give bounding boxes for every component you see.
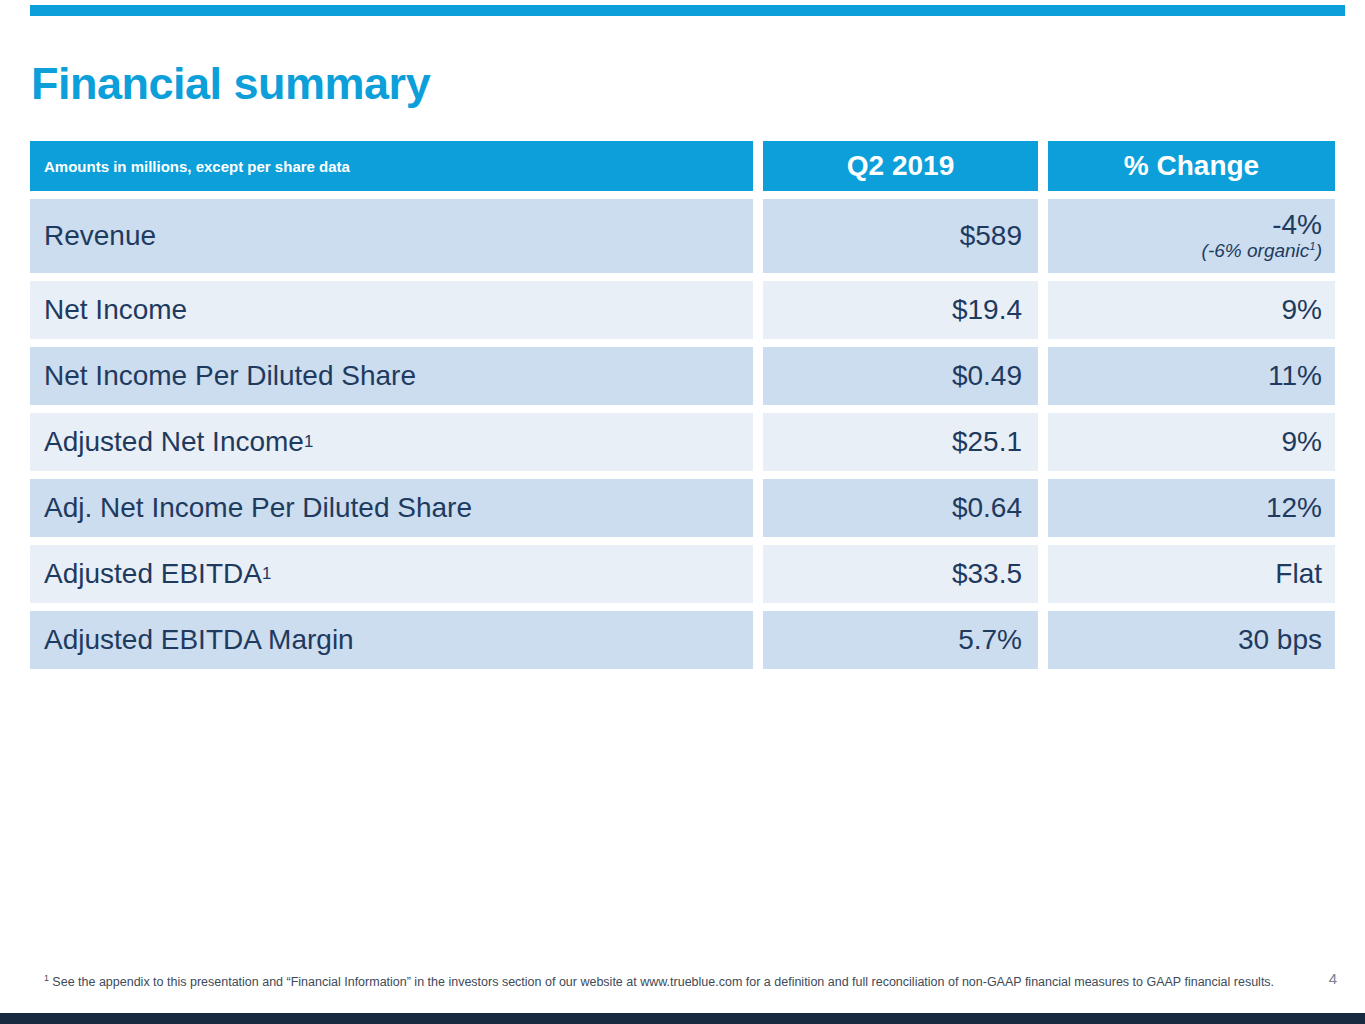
- row-label: Net Income: [30, 281, 753, 339]
- row-label: Adjusted EBITDA1: [30, 545, 753, 603]
- change-note: (-6% organic1): [1202, 240, 1322, 262]
- table-row-adjusted-net-income: Adjusted Net Income1 $25.1 9%: [30, 413, 1335, 471]
- row-value: $19.4: [763, 281, 1038, 339]
- column-header-q2-2019: Q2 2019: [763, 141, 1038, 191]
- row-change: -4% (-6% organic1): [1048, 199, 1335, 273]
- row-value: $0.49: [763, 347, 1038, 405]
- row-change: 9%: [1048, 413, 1335, 471]
- table-row-adj-net-income-per-diluted-share: Adj. Net Income Per Diluted Share $0.64 …: [30, 479, 1335, 537]
- row-change: 9%: [1048, 281, 1335, 339]
- row-change: 30 bps: [1048, 611, 1335, 669]
- footnote: 1 See the appendix to this presentation …: [44, 975, 1294, 989]
- table-row-revenue: Revenue $589 -4% (-6% organic1): [30, 199, 1335, 273]
- row-value: 5.7%: [763, 611, 1038, 669]
- column-header-percent-change: % Change: [1048, 141, 1335, 191]
- table-row-net-income-per-diluted-share: Net Income Per Diluted Share $0.49 11%: [30, 347, 1335, 405]
- row-value: $589: [763, 199, 1038, 273]
- table-row-net-income: Net Income $19.4 9%: [30, 281, 1335, 339]
- slide: Financial summary Amounts in millions, e…: [0, 0, 1365, 1024]
- table-caption: Amounts in millions, except per share da…: [30, 141, 753, 191]
- footnote-text: See the appendix to this presentation an…: [49, 975, 1274, 989]
- row-label: Revenue: [30, 199, 753, 273]
- bottom-footer-bar: [0, 1013, 1365, 1024]
- table-row-adjusted-ebitda: Adjusted EBITDA1 $33.5 Flat: [30, 545, 1335, 603]
- row-value: $0.64: [763, 479, 1038, 537]
- row-change: 12%: [1048, 479, 1335, 537]
- row-label: Adjusted EBITDA Margin: [30, 611, 753, 669]
- table-header-row: Amounts in millions, except per share da…: [30, 141, 1335, 191]
- row-change: Flat: [1048, 545, 1335, 603]
- row-value: $33.5: [763, 545, 1038, 603]
- row-label: Adjusted Net Income1: [30, 413, 753, 471]
- table-row-adjusted-ebitda-margin: Adjusted EBITDA Margin 5.7% 30 bps: [30, 611, 1335, 669]
- page-title: Financial summary: [31, 58, 430, 110]
- row-change: 11%: [1048, 347, 1335, 405]
- top-accent-bar: [30, 5, 1345, 16]
- financial-summary-table: Amounts in millions, except per share da…: [30, 141, 1335, 669]
- row-label: Adj. Net Income Per Diluted Share: [30, 479, 753, 537]
- change-main: -4%: [1272, 210, 1322, 239]
- row-value: $25.1: [763, 413, 1038, 471]
- row-label: Net Income Per Diluted Share: [30, 347, 753, 405]
- page-number: 4: [1329, 970, 1337, 987]
